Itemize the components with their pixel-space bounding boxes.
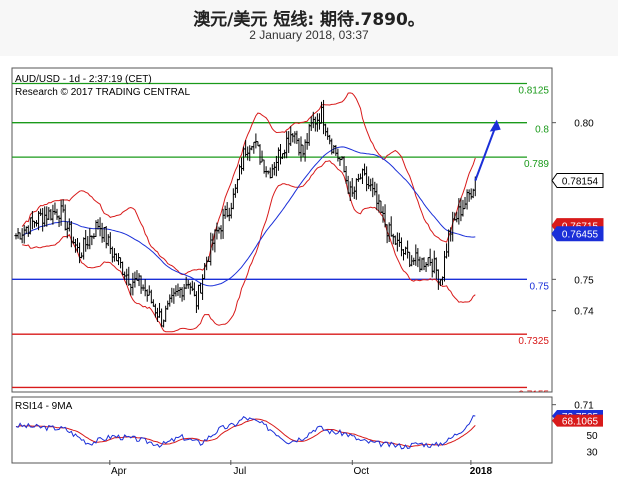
bollinger-lower xyxy=(22,160,476,333)
rsi-plot-area xyxy=(15,415,476,450)
x-axis-label-0: Apr xyxy=(111,466,127,477)
forecast-arrow-shaft xyxy=(474,128,496,181)
price-axis-label-3: 0.71 xyxy=(574,401,594,412)
level-label-3: 0.75 xyxy=(530,281,550,292)
level-label-4: 0.7325 xyxy=(518,336,549,347)
rsi-badge-label-1: 68.1065 xyxy=(562,417,599,428)
level-label-2: 0.789 xyxy=(524,159,549,170)
level-label-0: 0.8125 xyxy=(518,86,549,97)
price-axis-label-2: 0.74 xyxy=(574,307,594,318)
price-axis-label-1: 0.75 xyxy=(574,275,594,286)
price-badge-0 xyxy=(551,173,604,189)
rsi-axis-label-0: 50 xyxy=(586,431,598,442)
price-badge-label-0: 0.78154 xyxy=(562,177,599,188)
price-badge-2 xyxy=(551,226,604,242)
rsi-label: RSI14 - 9MA xyxy=(15,401,73,412)
forecast-arrow-head xyxy=(489,119,501,132)
header: 澳元/美元 短线: 期待.7890。 2 January 2018, 03:37 xyxy=(0,0,618,56)
price-badge-label-2: 0.76455 xyxy=(562,230,599,241)
rsi-axis-label-1: 30 xyxy=(586,447,598,458)
rsi-badge-1 xyxy=(552,414,603,427)
price-axis-label-0: 0.80 xyxy=(574,119,594,130)
level-label-1: 0.8 xyxy=(535,125,549,136)
main-plot-area: 0.8125 0.8 0.789 0.75 0.7325 0.7155 xyxy=(12,82,550,400)
page-title: 澳元/美元 短线: 期待.7890。 xyxy=(193,10,425,30)
page-subtitle: 2 January 2018, 03:37 xyxy=(249,28,369,42)
main-panel-frame xyxy=(11,67,553,393)
bollinger-upper xyxy=(21,92,476,275)
rsi-panel-frame xyxy=(11,396,553,464)
rsi-line xyxy=(15,415,476,450)
x-axis-label-1: Jul xyxy=(233,466,246,477)
research-label: Research © 2017 TRADING CENTRAL xyxy=(15,87,190,98)
x-axis-label-2: Oct xyxy=(354,466,370,477)
x-axis-label-3: 2018 xyxy=(470,466,493,477)
instrument-label: AUD/USD - 1d - 2:37:19 (CET) xyxy=(15,74,152,85)
level-label-5: 0.7155 xyxy=(518,389,549,400)
price-bars xyxy=(14,99,477,328)
